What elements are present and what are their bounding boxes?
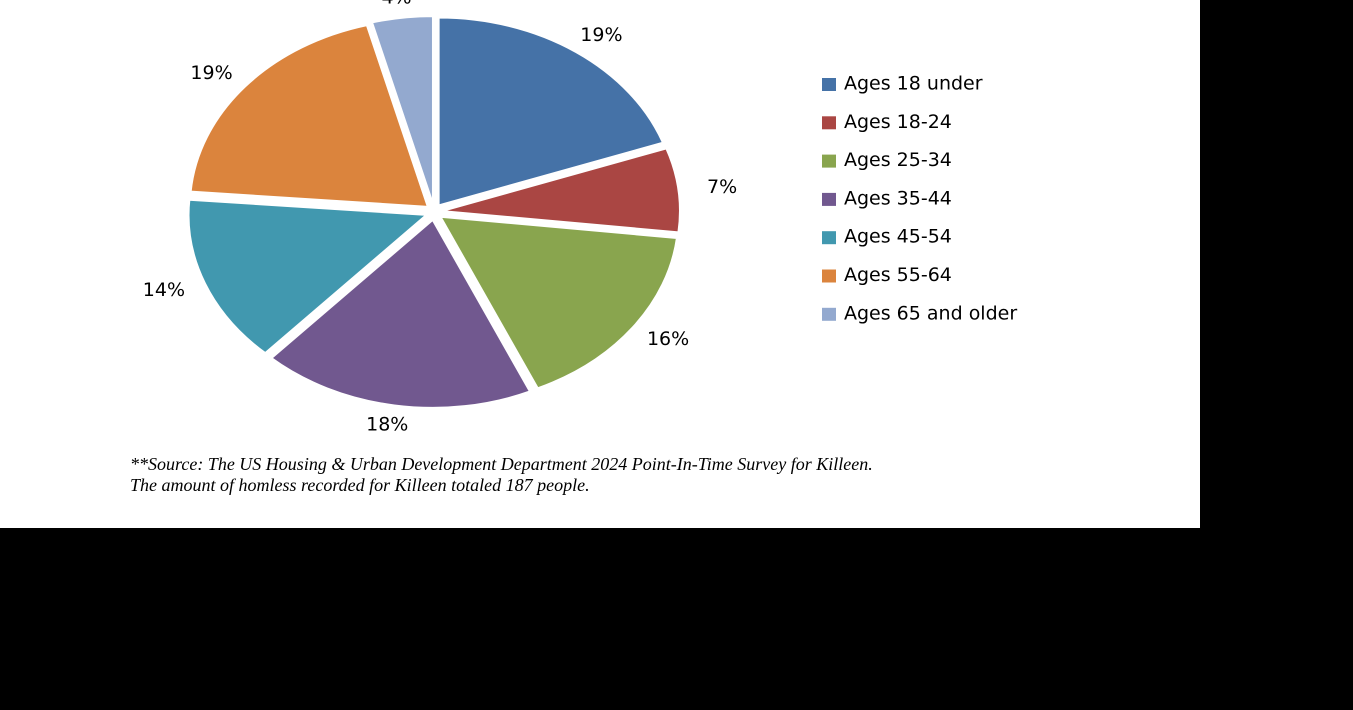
legend-swatch bbox=[822, 78, 836, 91]
legend-label: Ages 65 and older bbox=[844, 302, 1017, 324]
legend-label: Ages 25-34 bbox=[844, 149, 952, 171]
source-note: The amount of homless recorded for Kille… bbox=[130, 475, 590, 495]
data-label: 14% bbox=[143, 279, 185, 301]
pie-slice bbox=[189, 23, 430, 208]
pie-slice bbox=[438, 215, 679, 390]
legend-label: Ages 45-54 bbox=[844, 226, 952, 248]
source-note: **Source: The US Housing & Urban Develop… bbox=[130, 454, 873, 474]
legend-label: Ages 35-44 bbox=[844, 187, 952, 209]
legend-swatch bbox=[822, 192, 836, 206]
data-label: 19% bbox=[190, 62, 232, 84]
data-label: 16% bbox=[647, 328, 689, 350]
data-label: 7% bbox=[707, 176, 737, 198]
legend-label: Ages 55-64 bbox=[844, 264, 952, 286]
legend-label: Ages 18 under bbox=[844, 73, 983, 95]
legend-swatch bbox=[822, 307, 836, 321]
pie-slice bbox=[441, 147, 681, 234]
legend-swatch bbox=[822, 154, 836, 168]
pie-slice bbox=[187, 198, 430, 355]
data-label: 19% bbox=[580, 24, 622, 46]
legend-label: Ages 18-24 bbox=[844, 111, 952, 133]
pie-slice bbox=[269, 218, 532, 409]
data-label: 18% bbox=[366, 414, 408, 436]
legend-swatch bbox=[822, 231, 836, 245]
legend-swatch bbox=[822, 269, 836, 283]
pie-slice bbox=[370, 15, 434, 205]
data-label: 4% bbox=[381, 0, 411, 8]
pie-slice bbox=[437, 16, 665, 207]
legend-swatch bbox=[822, 116, 836, 130]
